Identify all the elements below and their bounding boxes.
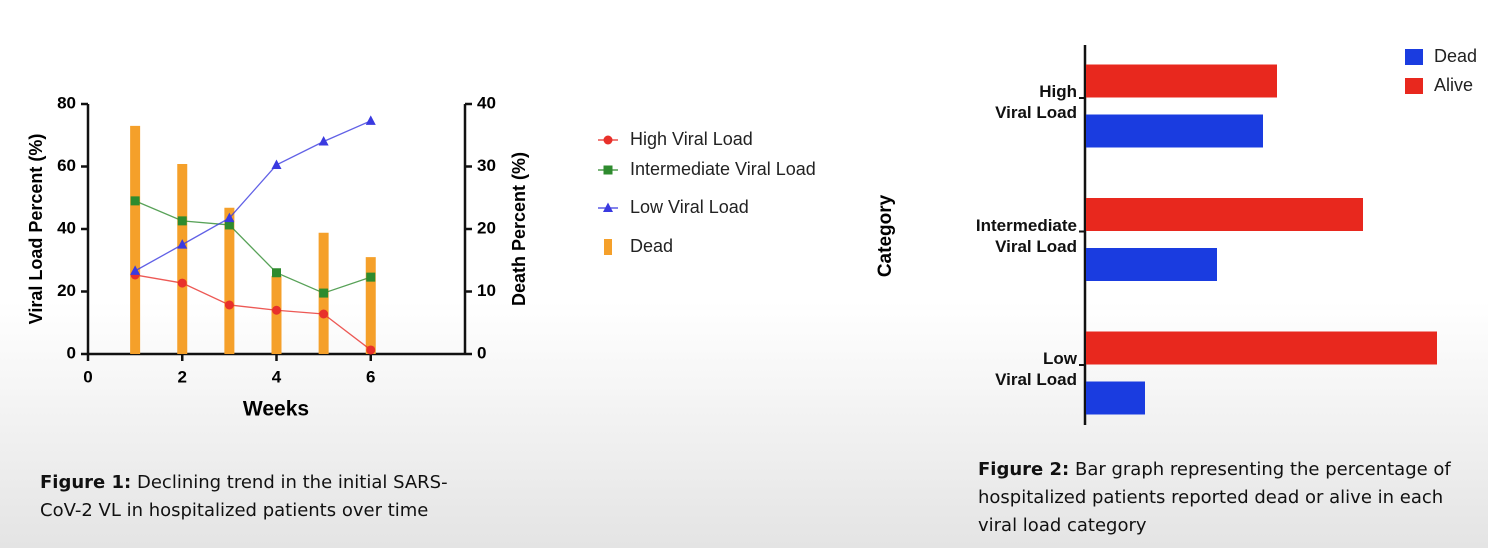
marker <box>272 305 281 315</box>
legend-marker <box>603 135 613 145</box>
legend-label: Dead <box>1434 46 1477 66</box>
y2-tick-label: 30 <box>477 156 496 175</box>
y-tick-label: High Viral Load <box>995 82 1077 122</box>
marker <box>366 345 376 355</box>
bar <box>271 275 282 354</box>
y-tick-label: Low Viral Load <box>995 349 1077 389</box>
bar <box>1086 64 1277 98</box>
marker <box>319 309 329 319</box>
x-axis-label: Weeks <box>243 398 309 421</box>
line <box>134 120 372 272</box>
marker <box>177 239 188 249</box>
x-tick-label: 6 <box>366 367 375 386</box>
x-tick-label: 2 <box>178 367 187 386</box>
marker <box>177 278 187 288</box>
y-tick-label: 80 <box>57 93 76 112</box>
legend-label: High Viral Load <box>630 129 753 149</box>
x-tick-label: 0 <box>83 367 92 386</box>
marker <box>224 212 235 223</box>
legend-label: Low Viral Load <box>630 197 749 217</box>
bar <box>1086 198 1363 231</box>
bar <box>1086 381 1145 415</box>
bar <box>1086 331 1437 365</box>
line <box>135 274 372 351</box>
bar <box>1086 248 1217 281</box>
bar <box>1086 114 1263 148</box>
marker <box>224 220 234 230</box>
marker <box>224 300 234 310</box>
y-tick-label: 20 <box>57 281 76 300</box>
marker <box>177 216 187 226</box>
caption-label: Figure 1: <box>40 472 132 493</box>
marker <box>365 115 376 125</box>
y-tick-label: 0 <box>67 343 76 362</box>
caption-label: Figure 2: <box>978 459 1070 480</box>
caption-1: Figure 1: Declining trend in the initial… <box>40 469 480 525</box>
legend-swatch <box>1405 49 1423 65</box>
marker <box>130 265 141 275</box>
y-axis-label: Viral Load Percent (%) <box>26 134 46 325</box>
y2-tick-label: 40 <box>477 93 496 112</box>
legend-swatch <box>1405 78 1423 94</box>
y-tick-label: 40 <box>57 218 76 237</box>
legend-label: Alive <box>1434 75 1473 95</box>
marker <box>130 196 140 206</box>
y2-tick-label: 10 <box>477 281 496 300</box>
caption-text: Bar graph representing the percentage of… <box>978 459 1451 536</box>
bar <box>130 125 141 354</box>
legend-label: Dead <box>630 236 673 256</box>
marker <box>366 272 376 282</box>
legend-marker <box>603 165 613 175</box>
caption-text: Declining trend in the initial SARS-CoV-… <box>40 472 448 521</box>
marker <box>271 159 282 169</box>
y-tick-label: Intermediate Viral Load <box>975 215 1077 256</box>
bar <box>224 207 235 354</box>
marker <box>272 268 281 278</box>
bar <box>365 257 376 354</box>
y2-axis-label: Death Percent (%) <box>509 152 529 306</box>
line <box>134 200 371 294</box>
y-tick-label: 60 <box>57 156 76 175</box>
y-axis-label: Category <box>875 194 896 277</box>
bar <box>177 164 188 354</box>
legend-marker <box>603 202 613 212</box>
y2-tick-label: 0 <box>477 343 486 362</box>
marker <box>318 136 329 146</box>
y2-tick-label: 20 <box>477 218 496 237</box>
caption-2: Figure 2: Bar graph representing the per… <box>978 456 1483 540</box>
x-tick-label: 4 <box>272 367 282 386</box>
legend-swatch <box>604 239 612 255</box>
marker <box>319 288 329 298</box>
legend-label: Intermediate Viral Load <box>630 159 816 179</box>
